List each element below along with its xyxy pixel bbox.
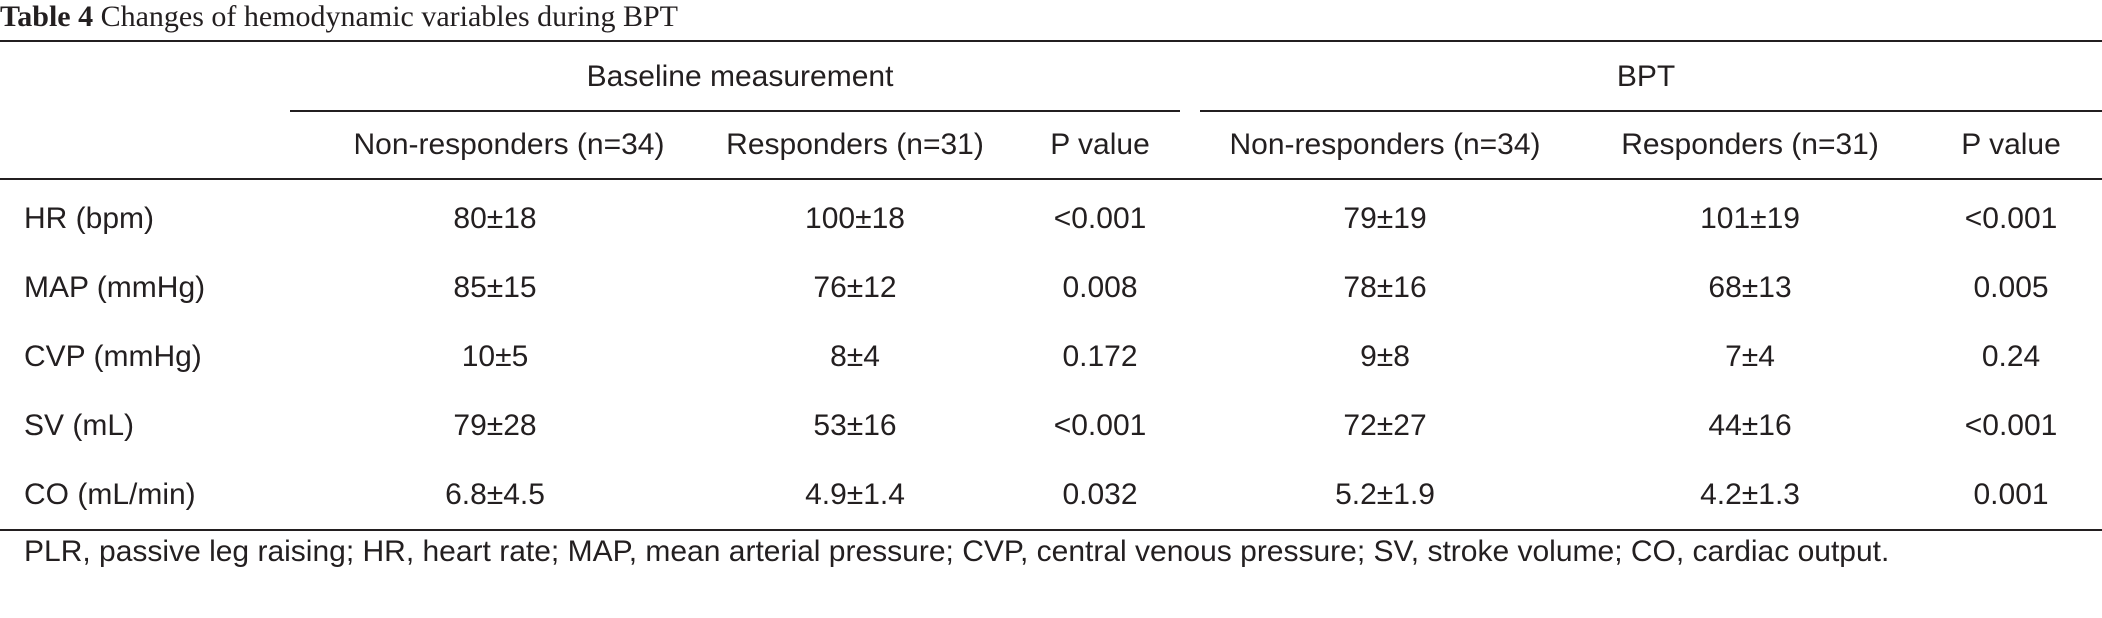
table-cell: 6.8±4.5 [445, 477, 545, 511]
table-footnote: PLR, passive leg raising; HR, heart rate… [24, 535, 1890, 568]
table-cell: 7±4 [1725, 339, 1775, 373]
table-caption: Table 4 Changes of hemodynamic variables… [0, 0, 678, 40]
table-row: SV (mL) 79±28 53±16 <0.001 72±27 44±16 <… [0, 391, 2102, 460]
table-cell: 9±8 [1360, 339, 1410, 373]
table-cell: 44±16 [1708, 408, 1792, 442]
table-cell: 53±16 [813, 408, 897, 442]
table-cell: 4.2±1.3 [1700, 477, 1800, 511]
hemodynamic-table: Baseline measurement BPT Non-responders … [0, 40, 2102, 531]
table-cell: 0.005 [1973, 270, 2049, 304]
empty-subheader-cell [0, 112, 290, 180]
group-header-row: Baseline measurement BPT [0, 41, 2102, 112]
table-cell: <0.001 [1964, 201, 2058, 235]
table-cell: 101±19 [1700, 201, 1800, 235]
table-cell: <0.001 [1053, 201, 1147, 235]
row-label-hr: HR (bpm) [24, 201, 155, 235]
table-cell: 4.9±1.4 [805, 477, 905, 511]
table-row: CVP (mmHg) 10±5 8±4 0.172 9±8 7±4 0.24 [0, 322, 2102, 391]
row-label-map: MAP (mmHg) [24, 270, 206, 304]
table-cell: 0.008 [1062, 270, 1138, 304]
table-number: Table 4 [0, 0, 94, 33]
table-cell: 0.172 [1062, 339, 1138, 373]
table-cell: 5.2±1.9 [1335, 477, 1435, 511]
table-cell: 80±18 [453, 201, 537, 235]
table-title: Changes of hemodynamic variables during … [100, 0, 678, 33]
table-cell: 76±12 [813, 270, 897, 304]
table-cell: 0.001 [1973, 477, 2049, 511]
subheader-bpt-nonresponders: Non-responders (n=34) [1190, 112, 1581, 180]
table-cell: <0.001 [1053, 408, 1147, 442]
table-cell: 100±18 [805, 201, 905, 235]
table-row: MAP (mmHg) 85±15 76±12 0.008 78±16 68±13… [0, 253, 2102, 322]
row-label-co: CO (mL/min) [24, 477, 196, 511]
subheader-baseline-pvalue: P value [1010, 112, 1191, 180]
row-label-cvp: CVP (mmHg) [24, 339, 202, 373]
table-cell: 0.032 [1062, 477, 1138, 511]
subheader-baseline-responders: Responders (n=31) [700, 112, 1010, 180]
empty-corner-cell [0, 41, 290, 112]
subheader-bpt-responders: Responders (n=31) [1580, 112, 1921, 180]
subheader-bpt-pvalue: P value [1920, 112, 2102, 180]
table-cell: 8±4 [830, 339, 880, 373]
table-cell: 72±27 [1343, 408, 1427, 442]
table-row: HR (bpm) 80±18 100±18 <0.001 79±19 101±1… [0, 179, 2102, 253]
table-cell: 78±16 [1343, 270, 1427, 304]
table-cell: 79±19 [1343, 201, 1427, 235]
table-cell: 85±15 [453, 270, 537, 304]
table-cell: 68±13 [1708, 270, 1792, 304]
subheader-baseline-nonresponders: Non-responders (n=34) [290, 112, 700, 180]
table-row: CO (mL/min) 6.8±4.5 4.9±1.4 0.032 5.2±1.… [0, 460, 2102, 530]
table-cell: 0.24 [1981, 339, 2041, 373]
group-header-baseline: Baseline measurement [290, 41, 1190, 112]
table-cell: 79±28 [453, 408, 537, 442]
row-label-sv: SV (mL) [24, 408, 135, 442]
table-cell: <0.001 [1964, 408, 2058, 442]
table-cell: 10±5 [461, 339, 529, 373]
group-header-bpt: BPT [1190, 41, 2102, 112]
subheader-row: Non-responders (n=34) Responders (n=31) … [0, 112, 2102, 180]
